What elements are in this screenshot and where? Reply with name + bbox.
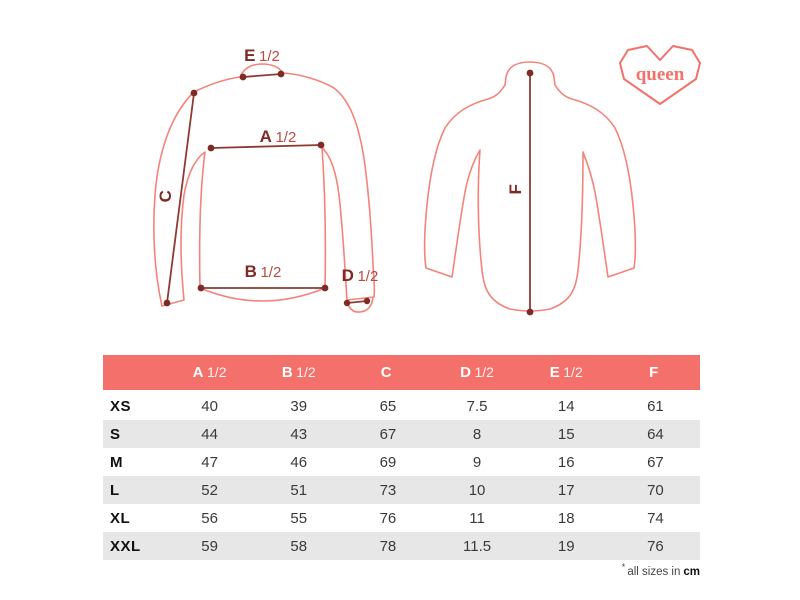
cell-value: 78 [379,537,397,555]
cell-value: 46 [290,453,308,471]
table-row-m: M 47 46 69 9 16 67 [103,448,700,476]
heart-icon [619,45,701,105]
cell-value: 73 [379,481,397,499]
cell-value: 39 [290,397,308,415]
cell-value: 76 [379,509,397,527]
brand-logo: queen [619,45,701,105]
cell-value: 11.5 [463,537,492,555]
size-label: XXL [110,537,141,555]
label-e: E 1/2 [244,46,280,65]
size-table-header: A 1/2 B 1/2 C D 1/2 E 1/2 F [103,355,700,390]
size-table: A 1/2 B 1/2 C D 1/2 E 1/2 F XS 40 39 65 7.5 … [103,355,700,560]
table-row-l: L 52 51 73 10 17 70 [103,476,700,504]
cell-value: 74 [647,509,664,527]
label-a: A 1/2 [259,127,297,146]
header-cell-c: C [380,363,393,381]
table-row-xl: XL 56 55 76 11 18 74 [103,504,700,532]
cell-value: 76 [647,537,664,555]
label-b: B 1/2 [244,262,282,281]
cell-value: 64 [647,425,664,443]
cell-value: 70 [647,481,664,499]
header-cell-f: F [649,363,659,381]
footnote: * all sizes in cm [622,562,700,578]
table-row-s: S 44 43 67 8 15 64 [103,420,700,448]
cell-value: 10 [468,481,486,499]
measurement-line-a [210,144,322,149]
header-cell-d: D 1/2 [460,363,494,381]
garment-diagrams: queen [153,45,701,316]
jacket-front-outline [153,63,376,313]
cell-value: 18 [557,509,575,527]
cell-value: 43 [290,425,308,443]
header-cell-a: A 1/2 [192,363,227,381]
cell-value: 40 [201,397,218,415]
cell-value: 55 [290,509,308,527]
table-row-xs: XS 40 39 65 7.5 14 61 [103,392,700,420]
asterisk: * [621,562,626,572]
header-cell-b: B 1/2 [281,363,316,381]
measurement-line-e [242,73,282,78]
cell-value: 52 [201,481,218,499]
label-d: D 1/2 [341,266,379,285]
cell-value: 59 [201,537,218,555]
cell-value: 17 [557,481,575,499]
cell-value: 67 [379,425,397,443]
cell-value: 44 [201,425,218,443]
right-cuff-outline [346,297,374,313]
size-label: M [110,453,123,471]
size-label: XL [110,509,131,527]
measurement-line-c [166,92,195,304]
cell-value: 47 [201,453,218,471]
cell-value: 9 [472,453,482,471]
cell-value: 67 [647,453,664,471]
cell-value: 7.5 [466,397,488,415]
size-label: L [110,481,120,499]
measurement-lines [166,72,531,313]
footnote-text: all sizes in [627,565,681,578]
cell-value: 11 [469,509,485,527]
cell-value: 8 [472,425,482,443]
cell-value: 15 [557,425,575,443]
label-c: C [156,189,175,203]
logo-text: queen [636,64,685,85]
size-label: S [110,425,121,443]
cell-value: 16 [557,453,575,471]
cell-value: 56 [201,509,218,527]
jacket-back-outline [423,61,637,312]
cell-value: 19 [557,537,575,555]
table-row-xxl: XXL 59 58 78 11.5 19 76 [103,532,700,560]
cell-value: 61 [647,397,664,415]
measurement-dots [163,69,534,316]
measurement-line-d [346,300,368,304]
size-label: XS [110,397,132,415]
footnote-unit: cm [683,565,700,578]
cell-value: 51 [290,481,308,499]
cell-value: 69 [379,453,397,471]
cell-value: 14 [557,397,575,415]
cell-value: 58 [290,537,308,555]
label-f: F [506,183,525,195]
cell-value: 65 [379,397,397,415]
header-cell-e: E 1/2 [549,363,583,381]
